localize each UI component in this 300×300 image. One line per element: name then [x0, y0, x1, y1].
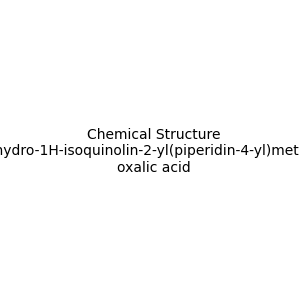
Text: Chemical Structure
3,4-dihydro-1H-isoquinolin-2-yl(piperidin-4-yl)methanone oxal: Chemical Structure 3,4-dihydro-1H-isoqui… — [0, 128, 300, 175]
